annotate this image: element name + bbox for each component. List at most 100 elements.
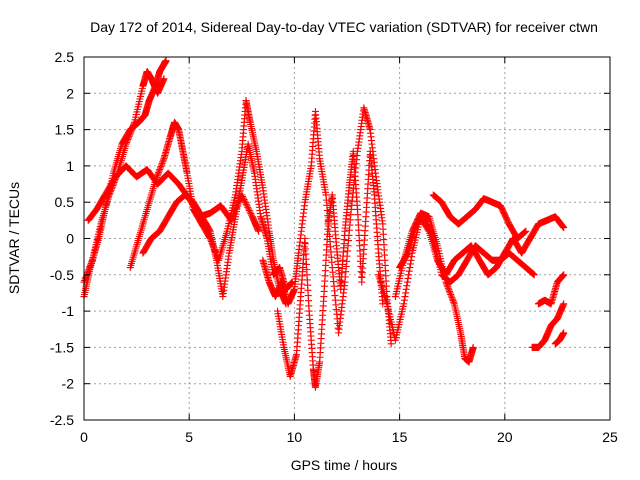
data-point: [125, 132, 133, 140]
data-point: [406, 260, 414, 268]
y-tick-label: 1.5: [55, 122, 75, 138]
data-point: [246, 208, 254, 216]
data-point: [123, 137, 131, 145]
data-point: [445, 286, 453, 294]
data-point: [154, 170, 162, 178]
grid-lines: [84, 57, 610, 420]
data-point: [405, 267, 413, 275]
data-point: [449, 297, 457, 305]
data-point: [122, 140, 130, 148]
data-point: [130, 120, 138, 128]
data-point: [450, 298, 458, 306]
data-point: [162, 57, 170, 65]
data-point: [407, 256, 415, 264]
data-point: [160, 75, 168, 83]
data-point: [404, 274, 412, 282]
series-track-m: [534, 271, 568, 308]
data-point: [242, 200, 250, 208]
data-point: [447, 292, 455, 300]
series-track-f: [274, 147, 387, 391]
series-track-k: [391, 209, 477, 366]
data-point: [240, 196, 248, 204]
data-point: [81, 277, 89, 285]
data-point: [560, 300, 568, 308]
data-point: [244, 203, 252, 211]
x-tick-label: 5: [185, 429, 193, 445]
data-point: [126, 131, 134, 139]
data-point: [530, 271, 538, 279]
data-point: [402, 285, 410, 293]
data-point: [158, 161, 166, 169]
data-point: [445, 287, 453, 295]
series-track-e: [139, 140, 296, 301]
data-point: [81, 275, 89, 283]
data-point: [243, 202, 251, 210]
y-tick-label: -2: [62, 376, 75, 392]
data-point: [255, 227, 263, 235]
data-point: [560, 224, 568, 232]
y-tick-label: -0.5: [50, 267, 74, 283]
x-tick-label: 0: [80, 429, 88, 445]
data-point: [403, 282, 411, 290]
data-point: [442, 278, 450, 286]
data-point: [241, 197, 249, 205]
series-track-l: [528, 300, 568, 351]
data-point: [406, 264, 414, 272]
data-point: [156, 166, 164, 174]
data-point: [83, 270, 91, 278]
y-tick-label: 0: [66, 231, 74, 247]
data-point: [84, 267, 92, 275]
y-tick-label: -1: [62, 303, 75, 319]
data-point: [123, 139, 131, 147]
data-point: [152, 176, 160, 184]
data-point: [401, 293, 409, 301]
data-point: [446, 289, 454, 297]
y-tick-label: -2.5: [50, 412, 74, 428]
data-point: [560, 329, 568, 337]
y-tick-label: 2: [66, 85, 74, 101]
data-point: [129, 121, 137, 129]
data-point: [522, 227, 530, 235]
data-point: [156, 164, 164, 172]
data-point: [245, 205, 253, 213]
data-point: [242, 199, 250, 207]
data-point: [247, 210, 255, 218]
data-point: [128, 125, 136, 133]
data-point: [206, 226, 214, 234]
data-point: [153, 172, 161, 180]
data-point: [449, 295, 457, 303]
data-point: [402, 289, 410, 297]
y-tick-label: -1.5: [50, 339, 74, 355]
y-tick-label: 2.5: [55, 49, 75, 65]
data-point: [448, 294, 456, 302]
data-point: [157, 162, 165, 170]
y-axis-label: SDTVAR / TECUs: [6, 182, 22, 294]
data-point: [88, 258, 96, 266]
data-point: [158, 159, 166, 167]
data-point: [444, 283, 452, 291]
data-point: [403, 278, 411, 286]
data-point: [469, 343, 477, 351]
x-tick-label: 25: [602, 429, 618, 445]
data-point: [126, 129, 134, 137]
data-points: [80, 57, 568, 391]
series-track-n: [551, 329, 568, 348]
data-point: [127, 126, 135, 134]
y-tick-label: 1: [66, 158, 74, 174]
x-tick-labels: 0 5 10 15 20 25: [80, 429, 618, 445]
series-track-j: [429, 191, 530, 242]
data-point: [405, 271, 413, 279]
data-point: [559, 223, 567, 231]
data-point: [127, 128, 135, 136]
data-point: [152, 175, 160, 183]
data-point: [159, 158, 167, 166]
data-point: [400, 296, 408, 304]
x-tick-label: 20: [497, 429, 513, 445]
data-point: [86, 263, 94, 271]
series-track-h: [375, 213, 568, 344]
tick-marks: [83, 56, 611, 421]
data-point: [400, 300, 408, 308]
x-tick-label: 10: [287, 429, 303, 445]
data-point: [245, 206, 253, 214]
